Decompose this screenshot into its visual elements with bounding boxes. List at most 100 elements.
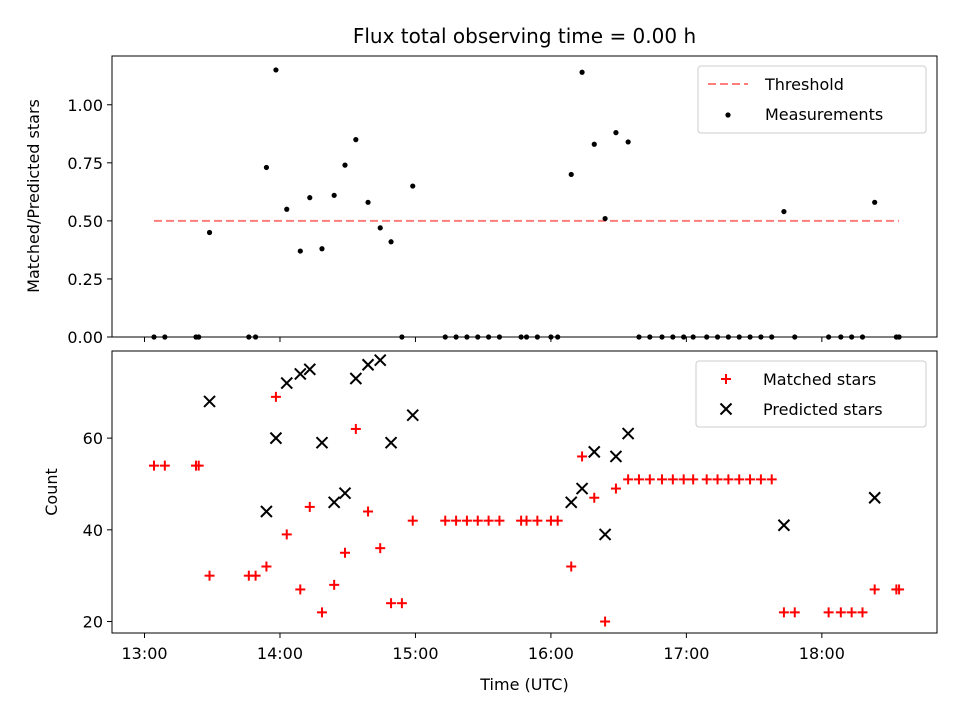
top-x-axis (144, 337, 823, 342)
matched-star-point (363, 506, 374, 517)
bottom-legend: Matched stars Predicted stars (695, 360, 927, 428)
matched-legend-swatch (721, 374, 731, 384)
matched-star-point (204, 570, 215, 581)
matched-star-point (789, 607, 800, 618)
matched-star-point (778, 607, 789, 618)
matched-star-point (823, 607, 834, 618)
top-y-tick-label: 0.00 (67, 328, 103, 347)
matched-star-point (440, 515, 451, 526)
matched-star-point (261, 561, 272, 572)
measurement-point (591, 141, 597, 147)
matched-star-point (461, 515, 472, 526)
predicted-star-point (338, 486, 352, 500)
matched-star-point (148, 460, 159, 471)
predicted-star-point (327, 496, 341, 509)
matched-star-point (483, 515, 494, 526)
measurement-point (602, 215, 608, 222)
matched-star-point (340, 547, 351, 558)
chart-title: Flux total observing time = 0.00 h (353, 24, 696, 48)
predicted-star-point (575, 482, 589, 495)
bottom-y-axis: 20 40 60 (83, 429, 112, 632)
predicted-stars-series (203, 353, 881, 541)
predicted-star-point (203, 395, 216, 408)
matched-star-point (494, 515, 505, 526)
matched-star-point (846, 607, 857, 618)
predicted-star-point (777, 519, 791, 532)
top-y-tick-label: 0.25 (67, 270, 103, 289)
x-tick-label: 17:00 (663, 644, 709, 663)
matched-star-point (295, 584, 306, 595)
predicted-legend-label: Predicted stars (763, 400, 883, 419)
measurement-point (206, 229, 213, 236)
matched-star-point (894, 584, 905, 595)
matched-star-point (270, 391, 281, 402)
top-y-axis-title: Matched/Predicted stars (24, 99, 43, 293)
measurement-point (319, 246, 325, 252)
matched-star-point (304, 501, 315, 512)
matched-star-point (316, 607, 327, 618)
matched-star-point (667, 474, 678, 485)
x-tick-label: 16:00 (528, 644, 574, 663)
matched-star-point (712, 474, 723, 485)
measurement-point (297, 248, 303, 254)
matched-star-point (386, 598, 397, 609)
matched-star-point (745, 474, 756, 485)
top-y-tick-label: 0.75 (67, 154, 103, 173)
predicted-star-point (621, 427, 635, 440)
matched-star-point (600, 616, 611, 627)
matched-star-point (857, 607, 868, 618)
bottom-plot-frame (111, 350, 938, 634)
measurement-point (568, 171, 574, 178)
measurement-point (365, 199, 371, 205)
predicted-star-point (406, 408, 419, 422)
measurement-point (872, 199, 878, 205)
matched-star-point (701, 474, 712, 485)
predicted-star-point (868, 491, 881, 504)
measurements-legend-label: Measurements (765, 105, 883, 124)
bottom-legend-box (695, 360, 927, 428)
predicted-star-point (374, 353, 387, 367)
predicted-legend-marker (719, 402, 733, 416)
matched-star-point (723, 474, 734, 485)
measurement-point (273, 67, 279, 73)
matched-star-point (589, 492, 600, 503)
matched-star-point (835, 607, 846, 618)
measurement-point (410, 183, 416, 189)
measurement-point (342, 162, 348, 168)
matched-star-point (678, 474, 689, 485)
matched-star-point (407, 515, 418, 526)
matched-star-point (350, 423, 361, 434)
measurement-point (307, 195, 313, 201)
matched-star-point (644, 474, 655, 485)
measurement-point (353, 137, 359, 143)
measurement-point (388, 239, 394, 245)
predicted-star-point (349, 372, 363, 385)
measurement-point (284, 206, 290, 212)
measurement-point (625, 139, 631, 145)
matched-legend-label: Matched stars (763, 370, 876, 389)
matched-star-point (193, 460, 204, 471)
top-y-tick-label: 1.00 (67, 96, 103, 115)
measurement-point (263, 164, 270, 171)
bottom-y-tick-label: 20 (83, 613, 103, 632)
predicted-star-point (303, 363, 316, 376)
matched-star-point (869, 584, 880, 595)
top-legend: Threshold Measurements (697, 65, 927, 134)
matched-star-point (577, 451, 588, 462)
matched-star-point (610, 483, 621, 494)
matched-star-point (281, 529, 292, 540)
measurement-point (331, 192, 337, 198)
predicted-star-point (361, 358, 375, 371)
matched-star-point (472, 515, 483, 526)
matched-star-point (766, 474, 777, 485)
matched-legend-marker (721, 374, 731, 384)
predicted-star-point (260, 505, 273, 518)
predicted-star-point (588, 445, 601, 459)
top-plot-frame (111, 55, 938, 338)
predicted-star-point (294, 367, 307, 381)
top-y-tick-label: 0.50 (67, 212, 103, 231)
predicted-star-point (609, 450, 623, 463)
matched-star-point (250, 570, 261, 581)
top-legend-box (697, 65, 927, 134)
measurement-point (781, 208, 787, 215)
